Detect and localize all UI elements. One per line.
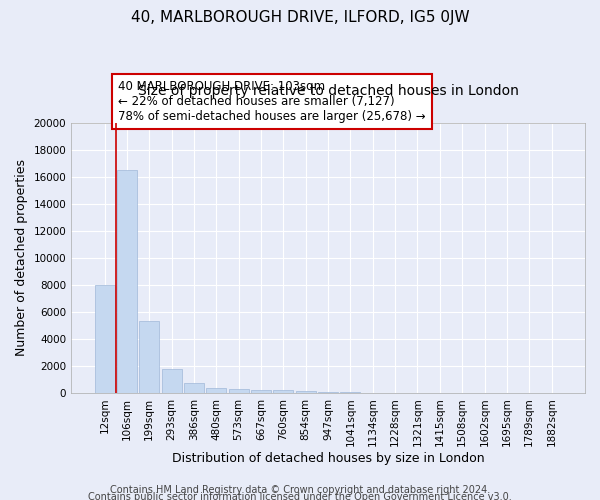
Title: Size of property relative to detached houses in London: Size of property relative to detached ho… [137,84,518,98]
Bar [161,369,182,393]
Bar [274,390,293,393]
Text: Contains HM Land Registry data © Crown copyright and database right 2024.: Contains HM Land Registry data © Crown c… [110,485,490,495]
Bar [95,285,115,393]
Text: 40, MARLBOROUGH DRIVE, ILFORD, IG5 0JW: 40, MARLBOROUGH DRIVE, ILFORD, IG5 0JW [131,10,469,25]
Bar [139,322,160,393]
Text: Contains public sector information licensed under the Open Government Licence v3: Contains public sector information licen… [88,492,512,500]
Bar [117,170,137,393]
Bar [251,390,271,393]
Bar [184,384,204,393]
X-axis label: Distribution of detached houses by size in London: Distribution of detached houses by size … [172,452,484,465]
Y-axis label: Number of detached properties: Number of detached properties [15,160,28,356]
Text: 40 MARLBOROUGH DRIVE: 103sqm
← 22% of detached houses are smaller (7,127)
78% of: 40 MARLBOROUGH DRIVE: 103sqm ← 22% of de… [118,80,425,123]
Bar [229,389,249,393]
Bar [296,391,316,393]
Bar [206,388,226,393]
Bar [318,392,338,393]
